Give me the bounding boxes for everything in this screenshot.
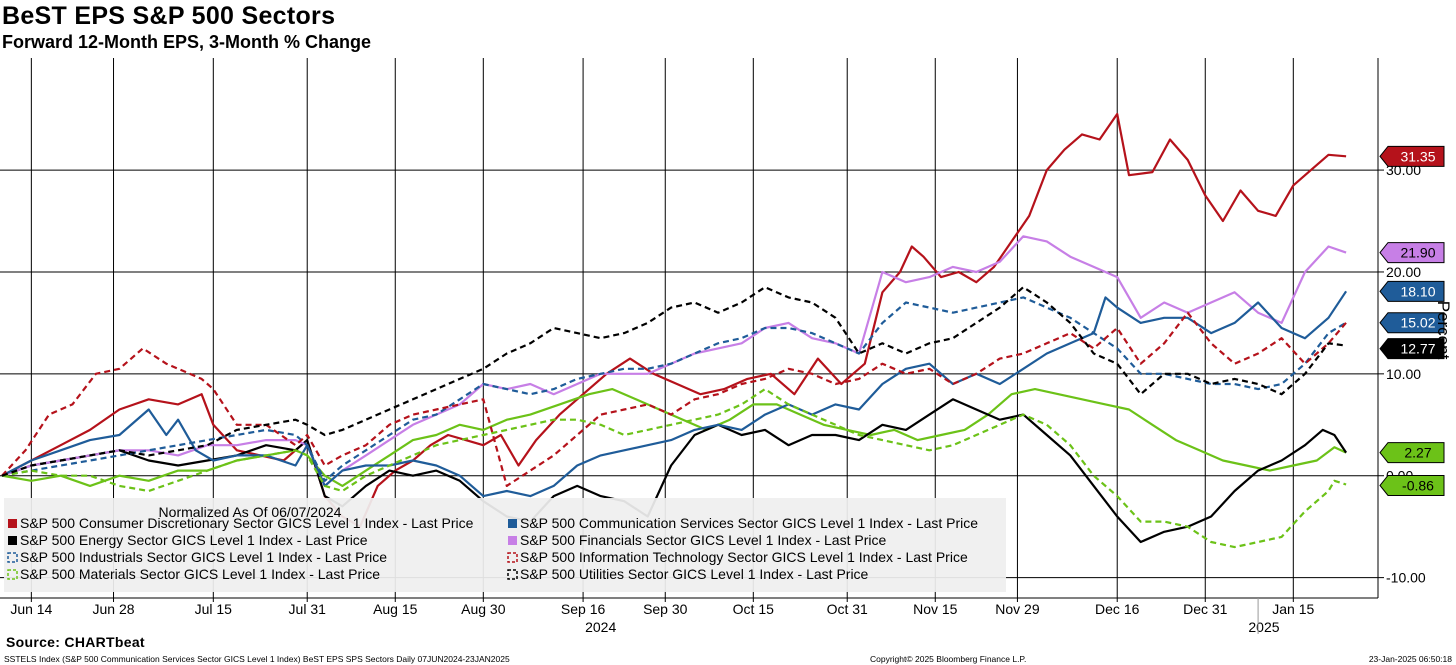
legend-marker-5	[7, 552, 18, 563]
value-tag-label-0: 31.35	[1400, 148, 1435, 164]
x-tick-label-8: Oct 15	[733, 601, 774, 617]
legend-label-5: S&P 500 Industrials Sector GICS Level 1 …	[20, 549, 387, 565]
chart-subtitle: Forward 12-Month EPS, 3-Month % Change	[2, 32, 372, 52]
value-tag-label-1: 21.90	[1400, 245, 1435, 261]
value-tag-6	[1379, 474, 1445, 496]
legend-marker-8	[507, 569, 518, 580]
series-line-7	[1, 388, 1347, 549]
value-tag-1	[1379, 242, 1445, 264]
axis-layer: 30.0020.0010.000.00-10.0031.3521.9018.10…	[0, 58, 1453, 635]
value-tag-3	[1379, 312, 1445, 334]
legend-marker-0	[8, 519, 17, 528]
series-line-1	[1, 388, 1347, 487]
year-label-0: 2024	[585, 619, 616, 635]
series-line-4	[1, 290, 1348, 498]
series-line-5	[1, 296, 1347, 482]
legend-box	[4, 498, 1006, 592]
x-tick-label-14: Jan 15	[1272, 601, 1314, 617]
legend-marker-7	[7, 569, 18, 580]
x-tick-label-11: Nov 29	[995, 601, 1040, 617]
series-line-2	[1, 398, 1348, 544]
legend-label-6: S&P 500 Information Technology Sector GI…	[520, 549, 968, 565]
footer-copyright: Copyright© 2025 Bloomberg Finance L.P.	[870, 654, 1027, 664]
x-tick-label-13: Dec 31	[1183, 601, 1228, 617]
chart-title: BeST EPS S&P 500 Sectors	[2, 2, 336, 30]
x-tick-label-1: Jun 28	[92, 601, 134, 617]
value-tag-5	[1379, 442, 1445, 464]
x-tick-label-10: Nov 15	[913, 601, 958, 617]
year-label-1: 2025	[1248, 619, 1279, 635]
y-tick-label-1: 20.00	[1386, 264, 1421, 280]
x-tick-label-9: Oct 31	[827, 601, 868, 617]
footer-timestamp: 23-Jan-2025 06:50:18	[1368, 654, 1452, 664]
legend-marker-3	[508, 536, 517, 545]
value-tag-label-4: 12.77	[1400, 341, 1435, 357]
x-tick-label-6: Sep 16	[561, 601, 606, 617]
y-tick-label-4: -10.00	[1386, 570, 1426, 586]
legend-label-2: S&P 500 Energy Sector GICS Level 1 Index…	[20, 532, 368, 548]
series-line-8	[1, 286, 1347, 477]
legend-header: Normalized As Of 06/07/2024	[159, 504, 342, 520]
source-label: Source: CHARTbeat	[6, 634, 145, 650]
series-line-3	[1, 235, 1347, 487]
series-line-6	[1, 311, 1347, 487]
series-layer	[1, 112, 1348, 549]
legend-label-7: S&P 500 Materials Sector GICS Level 1 In…	[20, 566, 380, 582]
x-tick-label-4: Aug 15	[373, 601, 418, 617]
value-tag-0	[1379, 145, 1445, 167]
y-tick-label-2: 10.00	[1386, 366, 1421, 382]
x-tick-label-12: Dec 16	[1095, 601, 1140, 617]
y-axis-title: Percent	[1434, 301, 1453, 360]
legend-label-4: S&P 500 Communication Services Sector GI…	[520, 515, 978, 531]
legend-marker-2	[8, 536, 17, 545]
x-tick-label-5: Aug 30	[461, 601, 506, 617]
series-line-0	[1, 112, 1347, 528]
value-tag-label-3: 15.02	[1400, 315, 1435, 331]
x-tick-label-2: Jul 15	[195, 601, 233, 617]
legend-label-3: S&P 500 Financials Sector GICS Level 1 I…	[520, 532, 886, 548]
value-tag-label-5: 2.27	[1404, 445, 1431, 461]
legend-marker-4	[508, 519, 517, 528]
legend-label-8: S&P 500 Utilities Sector GICS Level 1 In…	[520, 566, 869, 582]
footer-description: SSTELS Index (S&P 500 Communication Serv…	[4, 654, 510, 664]
x-tick-label-7: Sep 30	[643, 601, 688, 617]
value-tag-4	[1379, 338, 1445, 360]
x-tick-label-3: Jul 31	[289, 601, 327, 617]
value-tag-label-2: 18.10	[1400, 283, 1435, 299]
value-tag-label-6: -0.86	[1402, 477, 1434, 493]
value-tag-2	[1379, 280, 1445, 302]
legend-label-0: S&P 500 Consumer Discretionary Sector GI…	[20, 515, 474, 531]
legend-marker-6	[507, 552, 518, 563]
x-tick-label-0: Jun 14	[10, 601, 52, 617]
